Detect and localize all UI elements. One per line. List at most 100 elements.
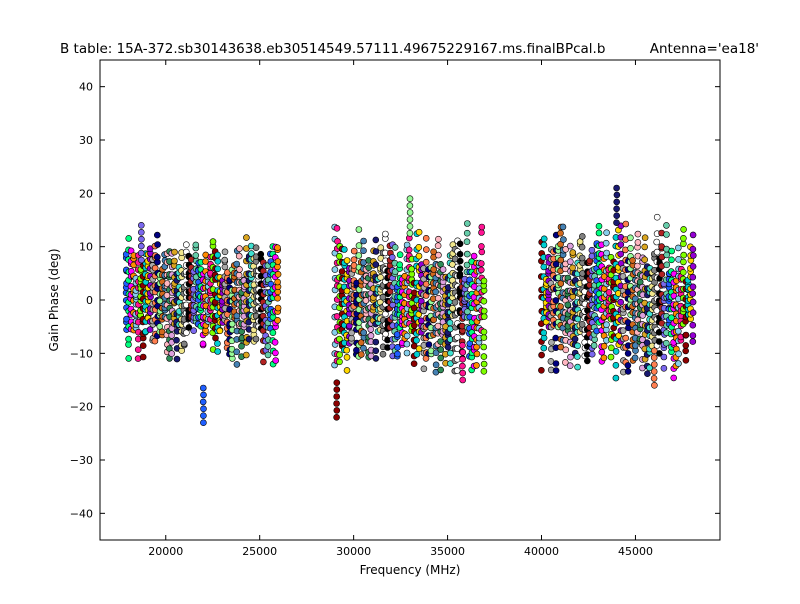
data-point: [422, 235, 430, 242]
data-point: [463, 250, 471, 258]
data-point: [125, 341, 132, 348]
data-point: [689, 332, 697, 339]
data-point: [569, 264, 576, 272]
data-point: [355, 242, 363, 249]
data-point: [689, 273, 697, 281]
data-point: [422, 246, 430, 253]
data-point: [655, 338, 663, 345]
data-point: [190, 327, 197, 335]
data-point: [680, 235, 687, 242]
data-point: [552, 367, 560, 374]
data-point: [154, 231, 161, 239]
data-point: [557, 343, 565, 351]
data-point: [540, 329, 548, 337]
data-point: [662, 339, 670, 347]
data-point: [336, 351, 343, 359]
data-point: [434, 294, 442, 302]
data-point: [243, 351, 250, 359]
data-point: [538, 351, 545, 359]
data-point: [453, 367, 461, 374]
data-point: [139, 342, 147, 350]
data-point: [613, 212, 621, 219]
data-point: [560, 236, 567, 243]
data-point: [634, 230, 642, 238]
data-point: [233, 348, 240, 356]
data-point: [603, 249, 610, 257]
data-point: [151, 337, 159, 345]
data-point: [613, 191, 621, 199]
data-point: [437, 354, 445, 362]
data-point: [221, 248, 229, 256]
data-point: [355, 226, 363, 233]
data-point: [422, 258, 430, 266]
data-point: [406, 202, 414, 209]
data-point: [627, 234, 634, 242]
data-point: [603, 321, 610, 329]
data-point: [480, 353, 488, 360]
data-point: [600, 342, 608, 350]
data-point: [434, 242, 442, 249]
data-point: [574, 363, 581, 371]
data-point: [548, 339, 555, 346]
data-point: [125, 235, 132, 242]
data-point: [333, 386, 341, 393]
data-point: [622, 334, 630, 342]
data-point: [574, 315, 582, 323]
data-point: [480, 328, 488, 336]
data-point: [540, 241, 548, 249]
data-point: [125, 335, 132, 343]
y-tick-label: −40: [70, 507, 93, 520]
data-point: [413, 350, 421, 358]
data-point: [348, 334, 355, 342]
data-point: [478, 223, 486, 231]
data-point: [663, 261, 671, 269]
data-point: [552, 297, 560, 304]
data-point: [634, 262, 641, 270]
data-point: [439, 266, 447, 273]
data-point: [353, 346, 360, 354]
data-point: [235, 252, 243, 260]
data-point: [663, 251, 671, 259]
data-point: [214, 348, 221, 355]
data-point: [340, 246, 348, 253]
data-points: [122, 184, 697, 427]
data-point: [478, 229, 485, 236]
data-point: [668, 247, 676, 255]
data-point: [269, 329, 277, 337]
data-point: [605, 289, 613, 296]
data-point: [336, 252, 343, 260]
data-point: [480, 343, 488, 351]
data-point: [478, 243, 485, 250]
data-point: [199, 398, 207, 406]
data-point: [679, 268, 687, 276]
y-axis-label: Gain Phase (deg): [47, 248, 61, 351]
data-point: [689, 263, 697, 270]
data-point: [173, 336, 180, 344]
data-point: [200, 405, 207, 413]
data-point: [463, 238, 471, 245]
data-point: [406, 230, 414, 237]
data-point: [394, 350, 401, 358]
data-point: [447, 360, 454, 367]
data-point: [656, 350, 663, 357]
data-point: [612, 374, 620, 382]
data-point: [403, 349, 411, 357]
data-point: [415, 244, 423, 251]
data-point: [379, 293, 387, 301]
data-point: [613, 219, 620, 226]
data-point: [668, 314, 675, 322]
data-point: [588, 350, 596, 358]
data-point: [274, 263, 281, 271]
data-point: [410, 360, 418, 368]
data-point: [540, 263, 548, 271]
data-point: [333, 413, 340, 421]
data-point: [430, 248, 437, 256]
data-point: [689, 245, 697, 253]
data-point: [578, 320, 586, 328]
data-point: [274, 270, 282, 278]
data-point: [456, 265, 464, 273]
data-point: [603, 229, 610, 236]
data-point: [622, 220, 630, 228]
data-point: [360, 237, 367, 245]
